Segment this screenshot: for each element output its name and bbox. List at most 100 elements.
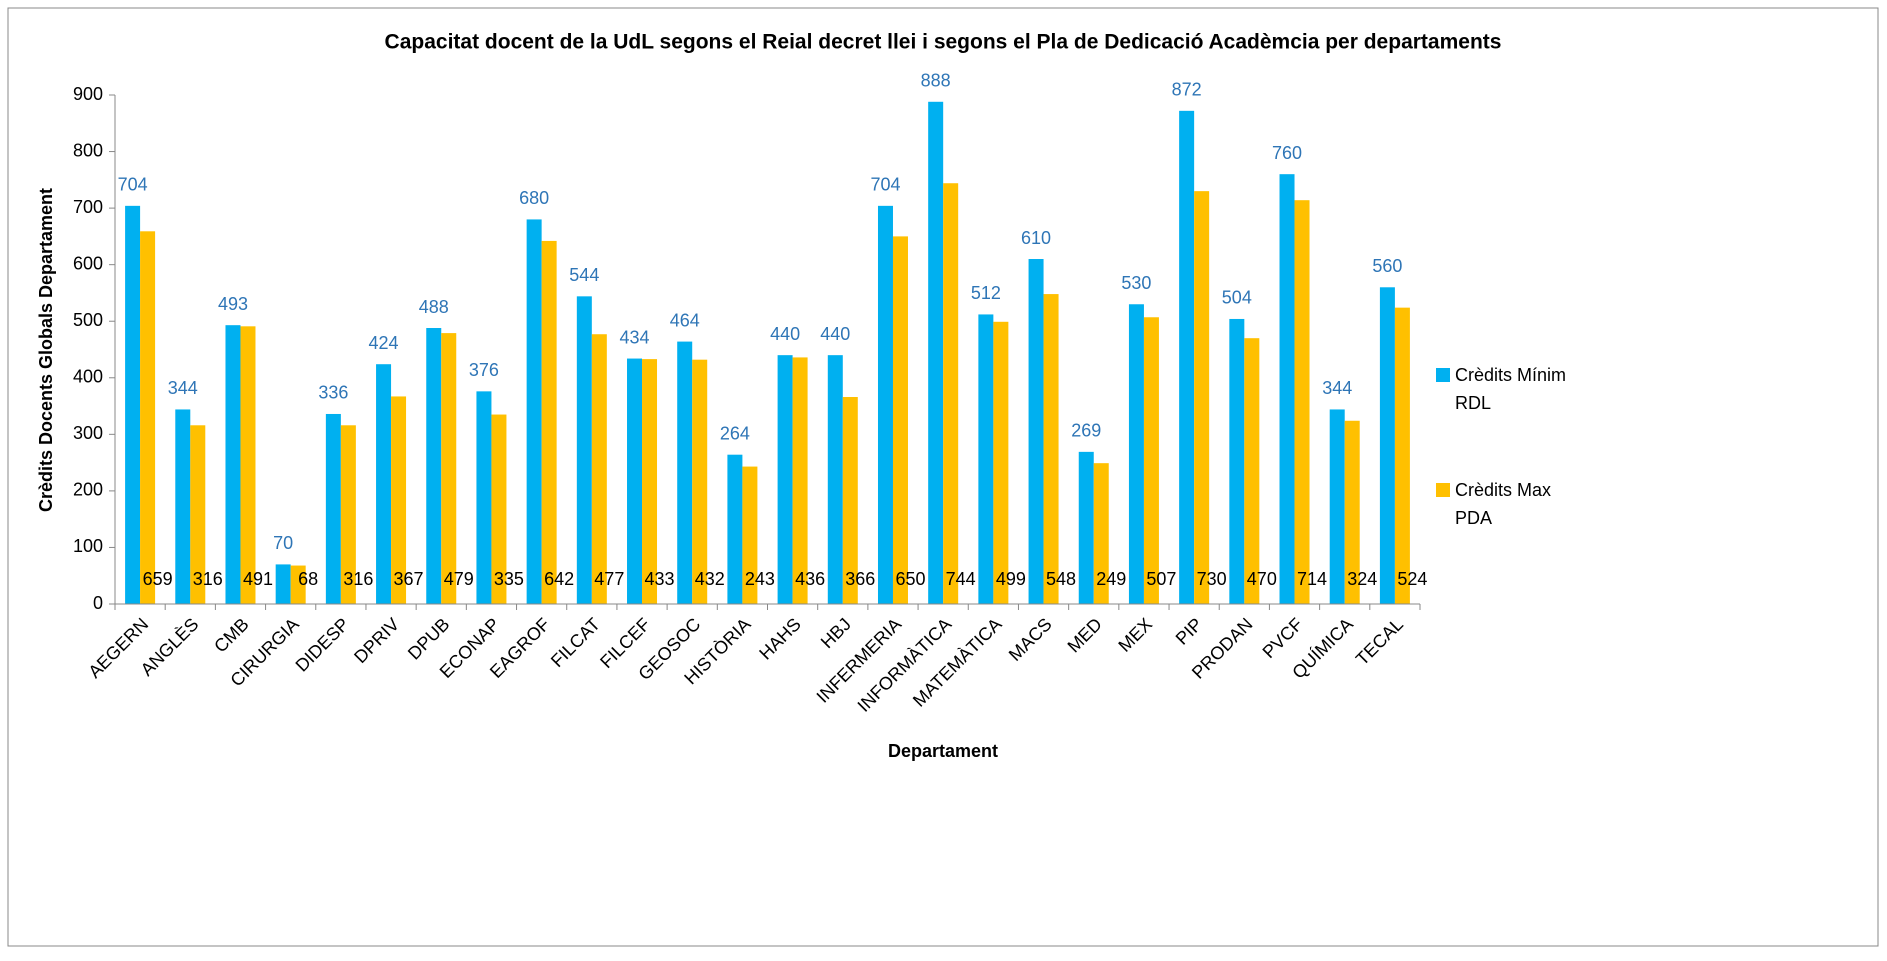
- data-label: 493: [218, 294, 248, 314]
- data-label: 488: [419, 297, 449, 317]
- data-label: 316: [193, 569, 223, 589]
- data-label: 888: [921, 71, 951, 91]
- bar: [1344, 420, 1360, 604]
- bar: [240, 326, 256, 604]
- y-tick-label: 400: [73, 367, 103, 387]
- data-label: 316: [343, 569, 373, 589]
- data-label: 524: [1397, 569, 1427, 589]
- bar: [275, 564, 291, 604]
- bar: [225, 325, 241, 604]
- data-label: 436: [795, 569, 825, 589]
- data-label: 504: [1222, 288, 1252, 308]
- bar: [642, 359, 658, 604]
- bar: [677, 341, 693, 604]
- bar: [727, 454, 743, 604]
- bar: [1229, 318, 1245, 604]
- data-label: 432: [695, 569, 725, 589]
- bar: [928, 101, 944, 604]
- data-label: 680: [519, 188, 549, 208]
- data-label: 642: [544, 569, 574, 589]
- data-label: 548: [1046, 569, 1076, 589]
- data-label: 424: [369, 333, 399, 353]
- legend-swatch: [1436, 483, 1450, 497]
- bar: [777, 355, 793, 604]
- data-label: 479: [444, 569, 474, 589]
- bar: [541, 240, 557, 604]
- bar: [1279, 174, 1295, 604]
- data-label: 560: [1372, 256, 1402, 276]
- legend-label: Crèdits Mínim RDL: [1455, 365, 1567, 413]
- x-axis-label: Departament: [888, 741, 998, 761]
- y-tick-label: 100: [73, 536, 103, 556]
- data-label: 650: [895, 569, 925, 589]
- bar: [441, 333, 457, 604]
- data-label: 704: [118, 175, 148, 195]
- bar: [1128, 304, 1144, 604]
- bar: [792, 357, 808, 604]
- data-label: 544: [569, 265, 599, 285]
- data-label: 477: [594, 569, 624, 589]
- data-label: 714: [1297, 569, 1327, 589]
- data-label: 344: [168, 378, 198, 398]
- bar: [391, 396, 407, 604]
- bar: [742, 466, 758, 604]
- bar: [877, 205, 893, 605]
- bar: [627, 358, 643, 604]
- data-label: 264: [720, 423, 750, 443]
- data-label: 440: [770, 324, 800, 344]
- bar: [978, 314, 994, 604]
- data-label: 344: [1322, 378, 1352, 398]
- bar: [190, 425, 206, 604]
- y-tick-label: 700: [73, 197, 103, 217]
- data-label: 499: [996, 569, 1026, 589]
- data-label: 610: [1021, 228, 1051, 248]
- bar: [1179, 110, 1195, 604]
- bar: [1078, 451, 1094, 604]
- bar: [426, 328, 442, 604]
- data-label: 367: [394, 569, 424, 589]
- data-label: 366: [845, 569, 875, 589]
- data-label: 440: [820, 324, 850, 344]
- data-label: 491: [243, 569, 273, 589]
- bar: [993, 321, 1009, 604]
- bar: [576, 296, 592, 604]
- data-label: 336: [318, 383, 348, 403]
- data-label: 872: [1172, 80, 1202, 100]
- bar: [290, 565, 306, 604]
- y-tick-label: 300: [73, 423, 103, 443]
- bar: [1379, 287, 1395, 604]
- data-label: 744: [946, 569, 976, 589]
- bar: [692, 359, 708, 604]
- data-label: 434: [619, 327, 649, 347]
- data-label: 530: [1121, 273, 1151, 293]
- y-tick-label: 200: [73, 480, 103, 500]
- bar: [526, 219, 542, 604]
- y-tick-label: 800: [73, 140, 103, 160]
- bar: [1093, 463, 1109, 604]
- data-label: 243: [745, 569, 775, 589]
- data-label: 335: [494, 569, 524, 589]
- bar: [1294, 200, 1310, 604]
- data-label: 659: [143, 569, 173, 589]
- bar: [376, 364, 392, 604]
- bar: [842, 397, 858, 604]
- bar: [175, 409, 191, 604]
- bar: [325, 413, 341, 604]
- y-tick-label: 500: [73, 310, 103, 330]
- bar: [125, 205, 141, 605]
- data-label: 324: [1347, 569, 1377, 589]
- bar: [476, 391, 492, 604]
- data-label: 464: [670, 310, 700, 330]
- data-label: 70: [273, 533, 293, 553]
- y-tick-label: 600: [73, 253, 103, 273]
- data-label: 249: [1096, 569, 1126, 589]
- bar: [1394, 307, 1410, 604]
- data-label: 376: [469, 360, 499, 380]
- bar: [340, 425, 356, 604]
- y-axis-label: Crèdits Docents Globals Departament: [36, 188, 56, 512]
- legend-swatch: [1436, 368, 1450, 382]
- bar: [1329, 409, 1345, 604]
- bar: [1244, 338, 1260, 604]
